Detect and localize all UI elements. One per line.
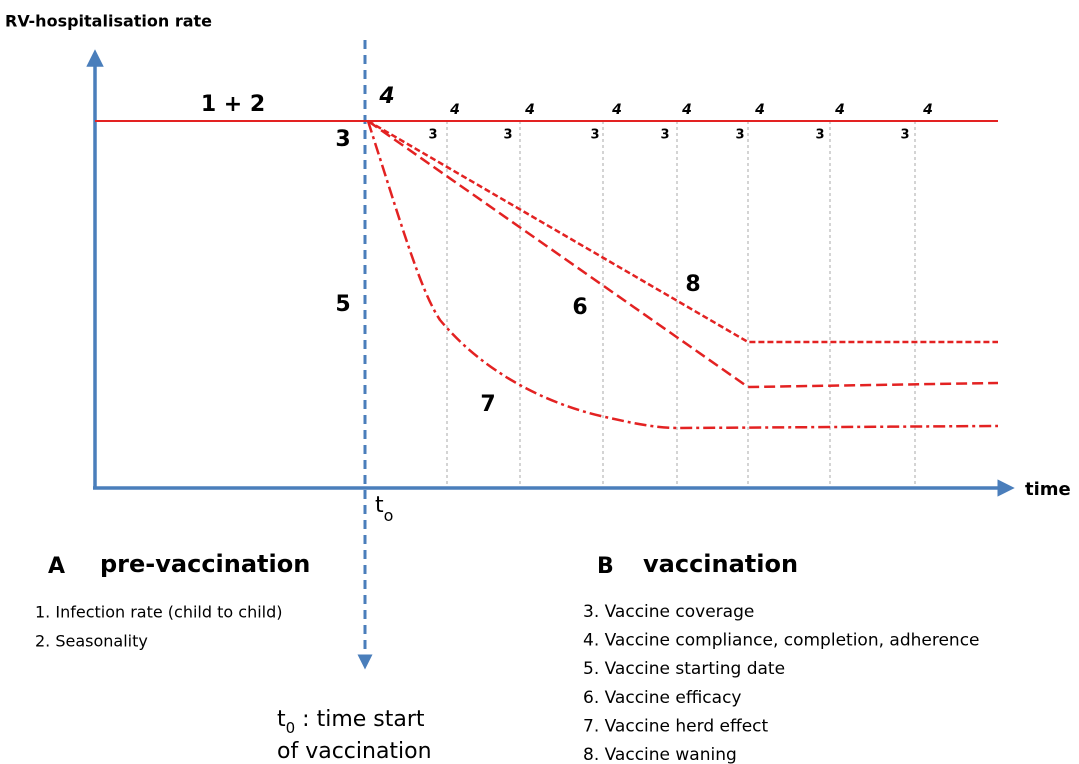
list-item: 6. Vaccine efficacy: [583, 688, 741, 708]
t0-note-line2: of vaccination: [277, 739, 432, 764]
period-label-3: 3: [660, 128, 669, 143]
period-label-4: 4: [449, 102, 460, 118]
section-b-title: vaccination: [643, 550, 798, 578]
period-label-4: 4: [681, 102, 692, 118]
period-label-3: 3: [900, 128, 909, 143]
section-b-list: 3. Vaccine coverage 4. Vaccine compliance…: [583, 602, 980, 764]
label-5: 5: [335, 292, 350, 317]
label-3: 3: [335, 127, 350, 152]
list-item: 8. Vaccine waning: [583, 745, 737, 764]
waning-curve: [367, 119, 998, 344]
label-7: 7: [480, 392, 495, 417]
period-label-4: 4: [611, 102, 622, 118]
period-label-3: 3: [428, 128, 437, 143]
period-lines: [446, 121, 916, 488]
label-1-2: 1 + 2: [201, 92, 265, 117]
label-8: 8: [685, 272, 700, 297]
period-label-4: 4: [524, 102, 535, 118]
list-item: 3. Vaccine coverage: [583, 602, 754, 622]
section-b-letter: B: [597, 554, 614, 579]
t0-note: t0 : time start: [277, 707, 425, 737]
t-marker: to: [375, 493, 393, 525]
section-a-letter: A: [48, 554, 65, 579]
efficacy-curve: [367, 119, 999, 389]
section-a-title: pre-vaccination: [100, 550, 310, 578]
section-a-list: 1. Infection rate (child to child) 2. Sea…: [35, 603, 283, 651]
period-label-4: 4: [922, 102, 933, 118]
list-item: 7. Vaccine herd effect: [583, 716, 769, 736]
period-label-4: 4: [834, 102, 845, 118]
list-item: 2. Seasonality: [35, 632, 148, 651]
x-axis-label: time: [1025, 479, 1071, 500]
period-label-3: 3: [503, 128, 512, 143]
period-label-3: 3: [815, 128, 824, 143]
y-axis-label: RV-hospitalisation rate: [5, 12, 212, 31]
herd-curve: [366, 120, 999, 430]
period-label-3: 3: [735, 128, 744, 143]
period-label-4: 4: [754, 102, 765, 118]
list-item: 5. Vaccine starting date: [583, 659, 785, 679]
label-4: 4: [378, 84, 394, 109]
period-label-3: 3: [590, 128, 599, 143]
list-item: 4. Vaccine compliance, completion, adher…: [583, 631, 980, 651]
label-6: 6: [572, 295, 587, 320]
period-labels: 3 3 3 3 3 3 34 4 4 4 4 4 4: [428, 102, 932, 143]
list-item: 1. Infection rate (child to child): [35, 603, 283, 622]
